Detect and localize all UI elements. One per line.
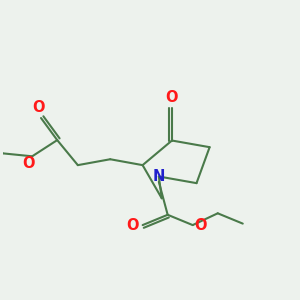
Text: O: O bbox=[194, 218, 206, 232]
Text: O: O bbox=[32, 100, 44, 115]
Text: N: N bbox=[153, 169, 165, 184]
Text: O: O bbox=[166, 90, 178, 105]
Text: O: O bbox=[126, 218, 139, 232]
Text: O: O bbox=[22, 156, 35, 171]
